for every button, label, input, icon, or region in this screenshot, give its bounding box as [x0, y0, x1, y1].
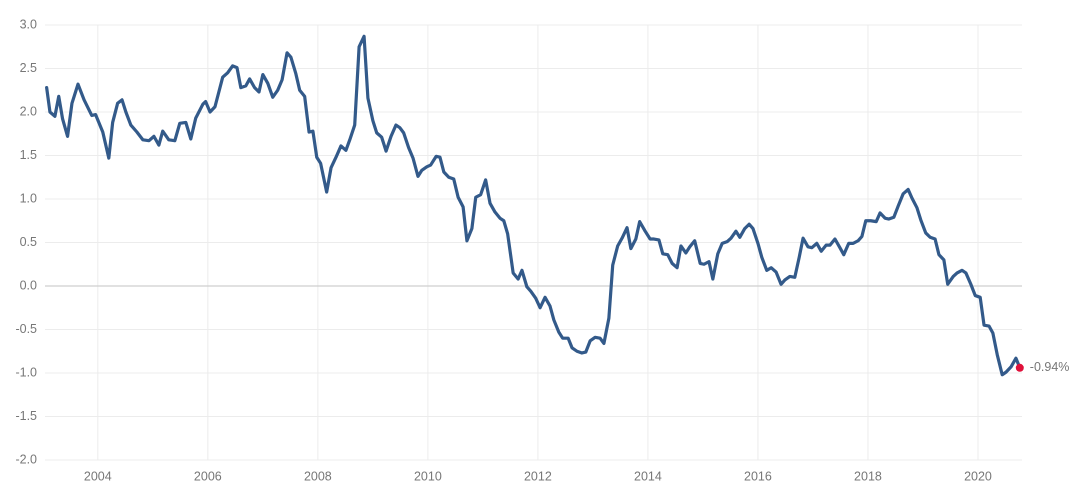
x-tick-label: 2006 — [194, 469, 222, 483]
x-tick-label: 2010 — [414, 469, 442, 483]
x-tick-label: 2014 — [634, 469, 662, 483]
x-tick-label: 2018 — [854, 469, 882, 483]
y-tick-label: -1.5 — [15, 409, 37, 423]
x-tick-label: 2012 — [524, 469, 552, 483]
y-tick-label: 1.0 — [20, 191, 37, 205]
y-tick-label: 0.0 — [20, 278, 37, 292]
line-series — [45, 34, 1022, 377]
x-tick-label: 2004 — [84, 469, 112, 483]
x-tick-label: 2008 — [304, 469, 332, 483]
y-tick-label: 3.0 — [20, 17, 37, 31]
y-tick-label: 0.5 — [20, 235, 37, 249]
y-tick-label: -1.0 — [15, 365, 37, 379]
y-tick-label: 2.5 — [20, 61, 37, 75]
y-tick-label: 1.5 — [20, 148, 37, 162]
x-tick-label: 2016 — [744, 469, 772, 483]
value-label: -0.94% — [1030, 360, 1070, 374]
y-tick-label: -2.0 — [15, 452, 37, 466]
y-tick-label: 2.0 — [20, 104, 37, 118]
x-tick-label: 2020 — [964, 469, 992, 483]
y-tick-label: -0.5 — [15, 322, 37, 336]
end-marker — [1015, 363, 1024, 372]
